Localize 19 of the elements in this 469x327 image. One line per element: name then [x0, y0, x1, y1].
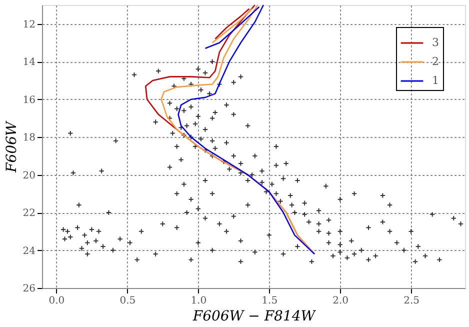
y-tick-label: 14 [22, 57, 36, 68]
x-axis-title: F606W − F814W [192, 308, 317, 324]
y-tick-label: 26 [22, 284, 36, 294]
y-tick-label: 22 [22, 208, 36, 220]
x-tick-label: 0.5 [120, 296, 136, 306]
x-tick-label: 0.0 [48, 296, 65, 306]
y-tick-label: 20 [22, 170, 36, 182]
x-tick-label: 2.5 [404, 296, 420, 306]
legend-label: 1 [432, 74, 439, 87]
legend-label: 3 [432, 36, 439, 49]
y-tick-label: 18 [22, 132, 36, 144]
y-tick-label: 16 [22, 94, 36, 106]
y-tick-label: 24 [22, 246, 36, 257]
legend-label: 2 [432, 55, 439, 68]
x-tick-label: 1.0 [190, 296, 207, 306]
y-axis-title: F606W [4, 120, 20, 174]
y-tick-label: 12 [22, 19, 36, 30]
x-tick-label: 1.5 [262, 296, 278, 306]
x-tick-label: 2.0 [332, 296, 349, 306]
